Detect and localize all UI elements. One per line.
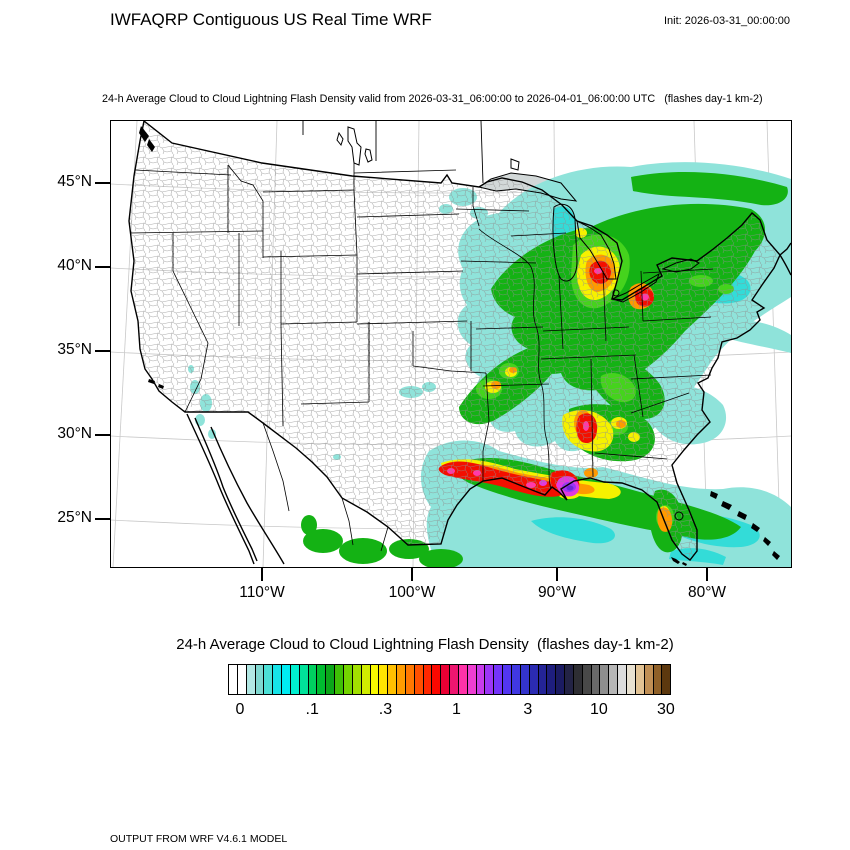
colorbar-cell (360, 665, 370, 694)
lat-tick-label: 40°N (57, 257, 92, 274)
lat-tick-label: 45°N (57, 173, 92, 190)
colorbar-cell (351, 665, 361, 694)
lat-tick-mark (95, 350, 110, 352)
colorbar-cell (440, 665, 450, 694)
colorbar-cell (661, 665, 671, 694)
colorbar-cell (643, 665, 653, 694)
colorbar-cell (493, 665, 503, 694)
colorbar-cell (449, 665, 458, 694)
colorbar-title: 24-h Average Cloud to Cloud Lightning Fl… (176, 636, 674, 653)
colorbar-cell (634, 665, 644, 694)
colorbar-cell (599, 665, 609, 694)
colorbar-cell (502, 665, 511, 694)
state-boundaries (129, 161, 714, 490)
colorbar-cell (457, 665, 467, 694)
canada-border-lines (302, 121, 484, 184)
colorbar-cell (422, 665, 432, 694)
colorbar-cell (581, 665, 591, 694)
map-plot-area (110, 120, 792, 568)
colorbar-cell (396, 665, 405, 694)
lat-tick-label: 25°N (57, 509, 92, 526)
colorbar-tick-label: 0 (235, 701, 245, 718)
colorbar-tick-label: 1 (451, 701, 461, 718)
colorbar-cell (298, 665, 308, 694)
map-valid-time-subtitle: 24-h Average Cloud to Cloud Lightning Fl… (102, 93, 763, 105)
colorbar (228, 664, 671, 695)
colorbar-cell (617, 665, 626, 694)
colorbar-cell (537, 665, 547, 694)
model-config-footer: OUTPUT FROM WRF V4.6.1 MODEL WE = 580 ; … (110, 806, 523, 850)
colorbar-cell (652, 665, 662, 694)
lat-tick-mark (95, 518, 110, 520)
init-timestamp: Init: 2026-03-31_00:00:00 (664, 15, 790, 27)
colorbar-cell (289, 665, 299, 694)
colorbar-cell (590, 665, 600, 694)
lon-tick-label: 110°W (239, 584, 285, 601)
colorbar-cell (431, 665, 441, 694)
canadian-lakes (336, 126, 520, 171)
colorbar-cell (263, 665, 273, 694)
lat-tick-mark (95, 434, 110, 436)
colorbar-cell (316, 665, 326, 694)
colorbar-cell (387, 665, 397, 694)
colorbar-cell (325, 665, 335, 694)
lon-tick-mark (411, 567, 413, 581)
colorbar-cell (245, 665, 255, 694)
colorbar-cell (413, 665, 423, 694)
mexico-state-lines (262, 422, 389, 552)
colorbar-cell (519, 665, 529, 694)
lat-tick-label: 30°N (57, 425, 92, 442)
colorbar-cell (466, 665, 476, 694)
lon-tick-label: 100°W (388, 584, 436, 601)
colorbar-cell (342, 665, 352, 694)
colorbar-cell (484, 665, 494, 694)
colorbar-cell (564, 665, 573, 694)
colorbar-cell (236, 665, 246, 694)
colorbar-cell (272, 665, 282, 694)
colorbar-tick-label: .1 (305, 701, 319, 718)
colorbar-tick-labels: 0 .1 .3 1 3 10 30 (228, 701, 674, 723)
lake-outlines (477, 172, 700, 521)
colorbar-cell (625, 665, 635, 694)
colorbar-cell (475, 665, 485, 694)
colorbar-cell (254, 665, 264, 694)
colorbar-tick-label: .3 (378, 701, 393, 718)
lat-tick-mark (95, 266, 110, 268)
us-lightning-density-map (111, 121, 791, 567)
lon-tick-label: 80°W (687, 584, 727, 601)
colorbar-cell (511, 665, 520, 694)
colorbar-cell (229, 665, 237, 694)
colorbar-cell (572, 665, 582, 694)
colorbar-tick-label: 10 (589, 701, 608, 718)
lat-tick-mark (95, 182, 110, 184)
islands (139, 126, 780, 566)
colorbar-cell (369, 665, 379, 694)
colorbar-tick-label: 3 (523, 701, 533, 718)
colorbar-cell (528, 665, 538, 694)
international-borders-coastlines (128, 121, 791, 565)
colorbar-cell (555, 665, 565, 694)
footer-line1: OUTPUT FROM WRF V4.6.1 MODEL (110, 833, 288, 845)
page-title: IWFAQRP Contiguous US Real Time WRF (110, 10, 432, 29)
colorbar-cell (334, 665, 343, 694)
colorbar-cell (281, 665, 290, 694)
colorbar-cell (404, 665, 414, 694)
lon-tick-mark (556, 567, 558, 581)
colorbar-cell (608, 665, 618, 694)
lon-tick-mark (261, 567, 263, 581)
lon-tick-mark (706, 567, 708, 581)
colorbar-tick-label: 30 (657, 701, 675, 718)
colorbar-cell (307, 665, 317, 694)
colorbar-cell (378, 665, 388, 694)
lon-tick-label: 90°W (537, 584, 577, 601)
lat-tick-label: 35°N (57, 341, 92, 358)
colorbar-cell (546, 665, 556, 694)
